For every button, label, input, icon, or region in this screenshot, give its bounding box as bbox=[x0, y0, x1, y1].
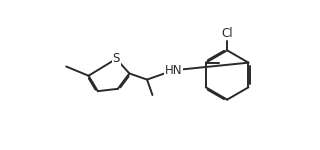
Text: S: S bbox=[113, 52, 120, 65]
Text: HN: HN bbox=[164, 64, 182, 77]
Text: Cl: Cl bbox=[221, 27, 233, 40]
